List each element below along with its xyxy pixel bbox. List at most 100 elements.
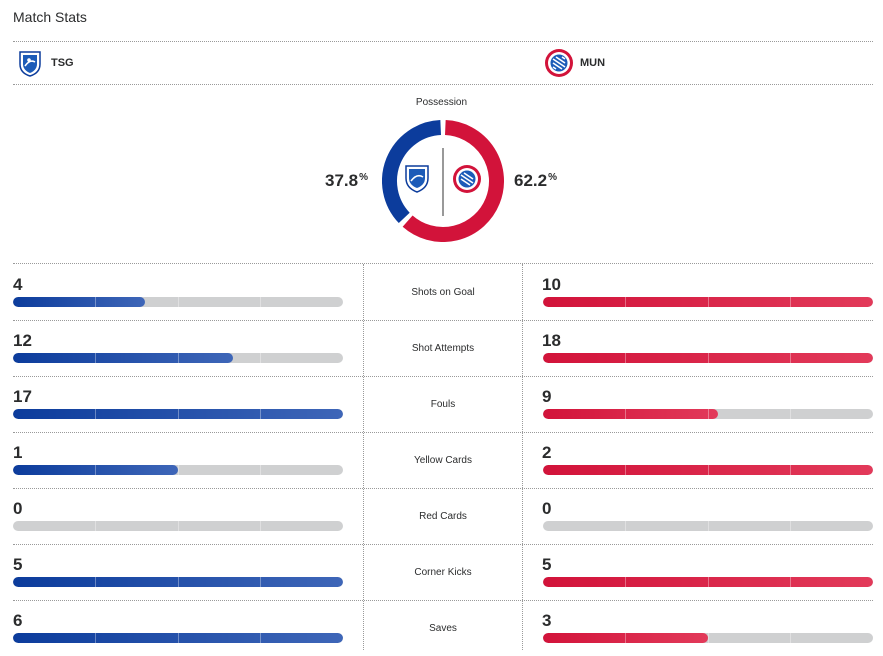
stat-label: Fouls bbox=[430, 399, 456, 410]
away-stat-bar-fill bbox=[543, 633, 708, 643]
home-stat-bar-fill bbox=[13, 297, 145, 307]
home-stat-value: 4 bbox=[13, 275, 23, 294]
home-stat-bar bbox=[13, 297, 343, 307]
bar-tick bbox=[260, 297, 261, 307]
home-stat-bar bbox=[13, 465, 343, 475]
bar-tick bbox=[708, 409, 709, 419]
away-stat-bar-fill bbox=[543, 353, 873, 363]
bar-tick bbox=[790, 521, 791, 531]
bar-tick bbox=[260, 353, 261, 363]
bar-tick bbox=[260, 577, 261, 587]
bar-tick bbox=[790, 633, 791, 643]
row-divider bbox=[13, 376, 873, 377]
stat-row: 6 Saves 3 bbox=[13, 600, 873, 656]
home-team-header[interactable]: TSG bbox=[15, 48, 74, 78]
bar-tick bbox=[708, 353, 709, 363]
row-divider bbox=[13, 320, 873, 321]
bar-tick bbox=[708, 633, 709, 643]
home-stat-bar bbox=[13, 521, 343, 531]
away-stat-bar-fill bbox=[543, 465, 873, 475]
bar-tick bbox=[178, 465, 179, 475]
bar-tick bbox=[625, 465, 626, 475]
row-divider bbox=[13, 600, 873, 601]
stat-label: Corner Kicks bbox=[414, 567, 472, 578]
bayern-crest-icon bbox=[453, 165, 481, 193]
stat-label: Yellow Cards bbox=[414, 455, 472, 466]
home-stat-bar bbox=[13, 577, 343, 587]
home-stat-value: 5 bbox=[13, 555, 23, 574]
bar-tick bbox=[178, 297, 179, 307]
stat-row: 12 Shot Attempts 18 bbox=[13, 320, 873, 376]
home-stat-bar-fill bbox=[13, 353, 233, 363]
bar-tick bbox=[178, 577, 179, 587]
away-stat-value: 3 bbox=[542, 611, 552, 630]
away-team-abbr: MUN bbox=[580, 57, 606, 69]
away-stat-bar-fill bbox=[543, 577, 873, 587]
away-stat-value: 0 bbox=[542, 499, 552, 518]
bar-tick bbox=[178, 633, 179, 643]
bar-tick bbox=[95, 297, 96, 307]
away-stat-bar bbox=[543, 633, 873, 643]
home-stat-bar-fill bbox=[13, 633, 343, 643]
bar-tick bbox=[708, 297, 709, 307]
away-stat-bar bbox=[543, 465, 873, 475]
away-stat-bar-fill bbox=[543, 297, 873, 307]
away-stat-value: 5 bbox=[542, 555, 552, 574]
row-divider bbox=[13, 488, 873, 489]
stat-row: 17 Fouls 9 bbox=[13, 376, 873, 432]
bar-tick bbox=[625, 577, 626, 587]
bar-tick bbox=[625, 297, 626, 307]
away-stat-value: 18 bbox=[542, 331, 561, 350]
bar-tick bbox=[625, 521, 626, 531]
home-stat-value: 6 bbox=[13, 611, 23, 630]
away-possession-arc bbox=[402, 120, 504, 242]
bar-tick bbox=[625, 633, 626, 643]
bar-tick bbox=[95, 465, 96, 475]
bar-tick bbox=[790, 577, 791, 587]
home-stat-value: 0 bbox=[13, 499, 23, 518]
column-divider-right bbox=[522, 264, 523, 650]
away-stat-value: 2 bbox=[542, 443, 552, 462]
bar-tick bbox=[260, 633, 261, 643]
away-stat-bar bbox=[543, 409, 873, 419]
home-stat-bar-fill bbox=[13, 577, 343, 587]
bar-tick bbox=[178, 353, 179, 363]
bar-tick bbox=[95, 353, 96, 363]
bar-tick bbox=[260, 409, 261, 419]
home-stat-value: 1 bbox=[13, 443, 23, 462]
bar-tick bbox=[708, 521, 709, 531]
away-team-header[interactable]: MUN bbox=[544, 48, 605, 78]
row-divider bbox=[13, 432, 873, 433]
bar-tick bbox=[95, 577, 96, 587]
away-stat-value: 10 bbox=[542, 275, 561, 294]
possession-donut-chart bbox=[382, 120, 504, 242]
stat-label: Red Cards bbox=[419, 511, 467, 522]
divider bbox=[13, 41, 873, 42]
bar-tick bbox=[708, 465, 709, 475]
bar-tick bbox=[790, 353, 791, 363]
bar-tick bbox=[790, 297, 791, 307]
home-stat-bar-fill bbox=[13, 409, 343, 419]
divider bbox=[13, 263, 873, 264]
away-stat-bar bbox=[543, 297, 873, 307]
bar-tick bbox=[178, 409, 179, 419]
hoffenheim-crest-icon bbox=[19, 51, 41, 77]
home-team-abbr: TSG bbox=[51, 57, 74, 69]
bar-tick bbox=[178, 521, 179, 531]
bar-tick bbox=[260, 465, 261, 475]
bar-tick bbox=[625, 353, 626, 363]
bar-tick bbox=[95, 409, 96, 419]
stat-row: 1 Yellow Cards 2 bbox=[13, 432, 873, 488]
stat-label: Shots on Goal bbox=[411, 287, 475, 298]
away-stat-bar bbox=[543, 577, 873, 587]
home-stat-bar bbox=[13, 353, 343, 363]
away-stat-value: 9 bbox=[542, 387, 552, 406]
bar-tick bbox=[790, 409, 791, 419]
column-divider-left bbox=[363, 264, 364, 650]
home-possession-arc bbox=[382, 120, 442, 224]
away-stat-bar bbox=[543, 353, 873, 363]
away-stat-bar bbox=[543, 521, 873, 531]
match-stats-title: Match Stats bbox=[13, 9, 87, 25]
bar-tick bbox=[708, 577, 709, 587]
bar-tick bbox=[625, 409, 626, 419]
